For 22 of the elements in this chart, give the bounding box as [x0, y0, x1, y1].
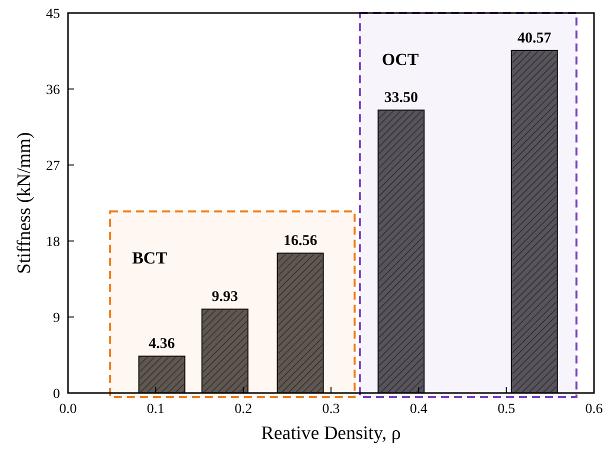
band-label: BCT	[132, 248, 168, 268]
x-tick-label: 0.3	[322, 402, 340, 417]
y-tick-label: 27	[46, 159, 60, 174]
x-tick-label: 0.2	[234, 402, 252, 417]
y-tick-label: 9	[53, 311, 60, 326]
x-tick-label: 0.4	[410, 402, 428, 417]
y-tick-label: 36	[46, 83, 60, 98]
x-tick-label: 0.5	[498, 402, 516, 417]
data-label: 16.56	[283, 233, 318, 250]
data-label: 33.50	[384, 90, 418, 106]
data-label: 40.57	[518, 30, 552, 46]
y-tick-label: 0	[53, 387, 60, 402]
x-axis-title: Reative Density, ρ	[261, 423, 401, 444]
y-tick-label: 18	[46, 235, 60, 250]
data-label: 9.93	[212, 289, 238, 306]
y-tick-label: 45	[46, 7, 60, 22]
x-tick-label: 0.6	[585, 402, 603, 417]
y-axis-title: Stiffness (kN/mm)	[14, 132, 35, 274]
data-label: 4.36	[148, 336, 176, 352]
band-label: OCT	[382, 50, 420, 69]
x-tick-label: 0.1	[146, 402, 164, 417]
x-tick-label: 0.0	[59, 402, 77, 417]
